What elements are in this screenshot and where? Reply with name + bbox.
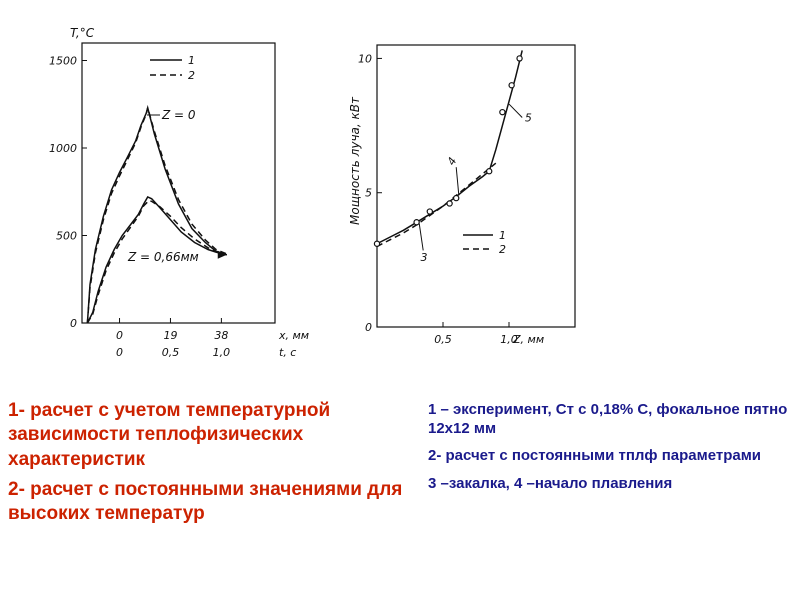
legend-label-1: 1	[188, 54, 195, 67]
x2-tick-label: 0,5	[162, 346, 180, 359]
series-line-2	[376, 162, 497, 248]
data-point	[452, 194, 460, 202]
annotation-3: 3	[421, 251, 428, 264]
annotation-3-pointer	[418, 223, 424, 251]
x2-tick-label: 0	[116, 346, 123, 359]
data-point	[499, 108, 506, 116]
x-tick-label: 38	[214, 329, 228, 342]
arrowhead	[217, 250, 227, 259]
y-tick-label: 1000	[49, 142, 77, 155]
y-tick-label: 0	[70, 317, 77, 330]
right-caption: 1 – эксперимент, Ст с 0,18% С, фокальное…	[428, 400, 798, 501]
data-point	[373, 240, 381, 247]
y-axis-label: T,°C	[70, 26, 95, 40]
series-line-1	[86, 104, 228, 324]
power-chart: 0 5 10 0,5 1,0 Мощность луча, кВт Z, мм 1 2 3 4 5	[335, 35, 595, 370]
power-chart-svg: 0 5 10 0,5 1,0 Мощность луча, кВт Z, мм 12 3 4 5	[348, 44, 576, 346]
series-line-1	[376, 50, 523, 245]
right-caption-line-1: 1 – эксперимент, Ст с 0,18% С, фокальное…	[428, 401, 788, 438]
temperature-chart-svg: 0 500 1000 1500 0 0 19 0,5 38 1,0 T,°C x, мм t, с 1 2 Z…	[49, 26, 309, 359]
legend-label-1: 1	[499, 229, 506, 242]
data-point	[426, 208, 434, 215]
temperature-chart: 0 500 1000 1500 0 0 19 0,5 38 1,0 T,°C x, мм t, с 1 2 Z…	[40, 15, 310, 380]
y-tick-label: 5	[365, 187, 372, 200]
x-axis-label: Z, мм	[512, 333, 544, 346]
left-caption-line-1: 1- расчет с учетом температурной зависим…	[8, 400, 331, 470]
y-tick-label: 1500	[49, 55, 77, 68]
y-axis-label: Мощность луча, кВт	[348, 96, 362, 225]
left-caption-line-2: 2- расчет с постоянными значениями для в…	[8, 478, 403, 525]
data-point	[516, 55, 523, 62]
x-tick-label: 0	[116, 329, 123, 342]
right-caption-line-3: 3 –закалка, 4 –начало плавления	[428, 474, 673, 492]
annotation-5-pointer	[508, 103, 523, 118]
x-tick-label: 1,0	[500, 333, 518, 346]
series-line-2	[86, 199, 228, 324]
data-point	[508, 82, 515, 89]
data-point	[413, 219, 420, 226]
y-tick-label: 0	[365, 321, 372, 334]
x2-axis-label: t, с	[279, 346, 296, 359]
x-axis-label: x, мм	[278, 329, 309, 342]
data-point	[485, 168, 493, 175]
x-tick-label: 0,5	[434, 333, 452, 346]
plot-frame	[81, 42, 276, 324]
right-caption-line-2: 2- расчет с постоянными тплф параметрами	[428, 447, 762, 465]
series-line-2	[86, 107, 228, 324]
annotation-4: 4	[445, 155, 460, 168]
annotation-z0: Z = 0	[161, 108, 196, 122]
left-caption: 1- расчет с учетом температурной зависим…	[8, 399, 408, 533]
y-tick-label: 500	[56, 230, 77, 243]
annotation-z066: Z = 0,66мм	[127, 250, 199, 264]
legend-label-2: 2	[188, 69, 195, 82]
series-line-1	[86, 196, 227, 324]
data-point	[446, 200, 453, 207]
x-tick-label: 19	[163, 329, 177, 342]
legend-label-2: 2	[499, 243, 506, 256]
annotation-5: 5	[525, 112, 532, 125]
y-tick-label: 10	[358, 52, 372, 65]
x2-tick-label: 1,0	[213, 346, 231, 359]
annotation-4-pointer	[455, 167, 460, 196]
plot-frame	[376, 44, 576, 328]
